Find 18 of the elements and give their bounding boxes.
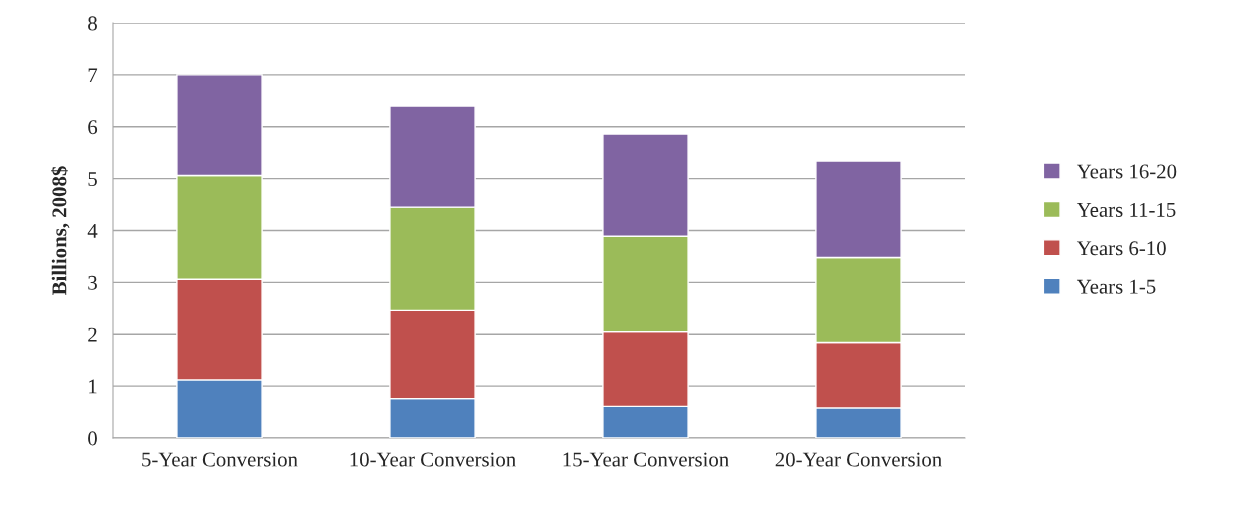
x-tick-label: 20-Year Conversion <box>775 452 942 467</box>
y-tick-label: 6 <box>88 120 98 135</box>
x-tick-label: 15-Year Conversion <box>563 452 729 467</box>
y-tick-label: 3 <box>88 275 97 290</box>
y-tick-label: 7 <box>88 68 98 83</box>
y-tick-label: 5 <box>88 172 97 187</box>
legend-label: Years 1-5 <box>1076 279 1156 294</box>
y-tick-label: 1 <box>89 379 97 394</box>
x-tick-label: 10-Year Conversion <box>350 452 516 467</box>
y-tick-label: 4 <box>87 224 98 238</box>
legend-label: Years 16-20 <box>1076 164 1177 179</box>
y-tick-label: 2 <box>88 327 97 342</box>
y-tick-label: 0 <box>88 431 97 446</box>
legend-label: Years 6-10 <box>1076 241 1166 256</box>
legend-label: Years 11-15 <box>1076 202 1176 217</box>
y-axis-title: Billions, 2008$ <box>51 166 70 295</box>
x-tick-label: 5-Year Conversion <box>142 452 298 467</box>
y-tick-label: 8 <box>88 16 97 31</box>
